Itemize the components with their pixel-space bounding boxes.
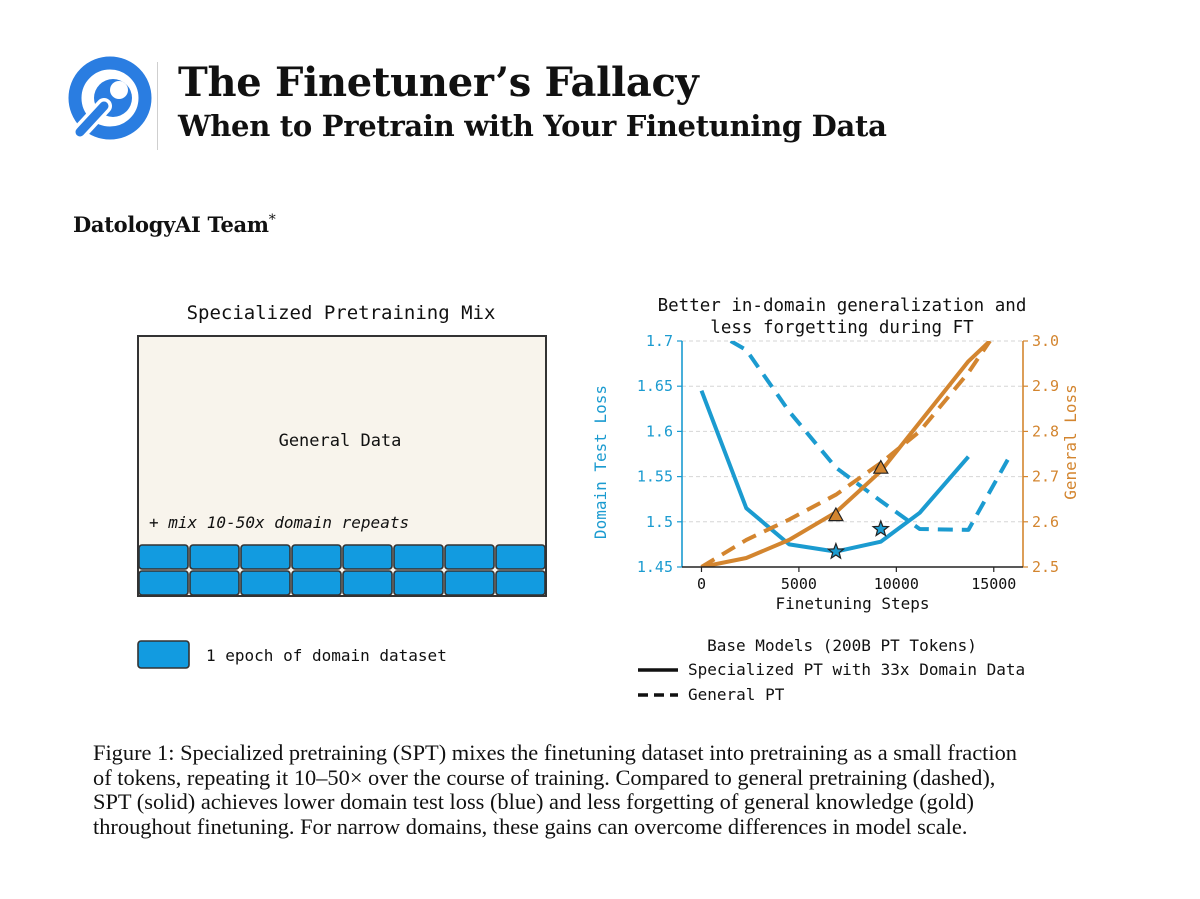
series-line-3 — [701, 341, 992, 567]
loss-chart: 0 5000 10000 15000 1.45 1.5 1.55 1.6 1.65 1.7 2.5 2… — [591, 296, 1080, 704]
chart-title-line-2: less forgetting during FT — [710, 318, 974, 338]
pretraining-mix-diagram: Specialized Pretraining Mix General Data… — [137, 302, 547, 669]
caption-line-1: Figure 1: Specialized pretraining (SPT) … — [93, 740, 1017, 765]
x-tick-label: 10000 — [874, 575, 919, 593]
domain-block — [189, 544, 240, 570]
domain-block — [240, 570, 291, 596]
legend-swatch — [137, 640, 190, 669]
x-tick-label: 15000 — [971, 575, 1016, 593]
domain-block — [393, 544, 444, 570]
legend-title: Base Models (200B PT Tokens) — [707, 636, 977, 655]
legend-label: 1 epoch of domain dataset — [206, 646, 447, 665]
domain-block — [138, 570, 189, 596]
header-divider — [157, 62, 158, 150]
x-tick-label: 5000 — [781, 575, 817, 593]
x-tick-label: 0 — [697, 575, 706, 593]
y-right-tick-label: 2.5 — [1032, 558, 1059, 576]
triangle-marker — [872, 459, 889, 474]
y-left-tick-label: 1.55 — [637, 468, 673, 486]
domain-block — [342, 544, 393, 570]
caption-line-3: SPT (solid) achieves lower domain test l… — [93, 789, 974, 814]
domain-block — [291, 544, 342, 570]
y-right-tick-label: 2.9 — [1032, 377, 1059, 395]
y-left-tick-label: 1.6 — [646, 422, 673, 440]
domain-blocks — [138, 544, 546, 596]
domain-block — [342, 570, 393, 596]
author-footnote-mark: * — [268, 212, 276, 228]
author-name: DatologyAI Team — [73, 212, 269, 237]
x-axis-label: Finetuning Steps — [775, 594, 929, 613]
mix-repeats-note: + mix 10-50x domain repeats — [149, 513, 409, 532]
series-line-4 — [700, 341, 992, 567]
domain-block — [189, 570, 240, 596]
domain-block — [495, 570, 546, 596]
paper-title: The Finetuner’s Fallacy — [178, 59, 699, 106]
domain-block — [138, 544, 189, 570]
mix-diagram-title: Specialized Pretraining Mix — [187, 302, 496, 324]
y-left-tick-label: 1.45 — [637, 558, 673, 576]
y-right-tick-label: 3.0 — [1032, 332, 1059, 350]
y-right-tick-label: 2.6 — [1032, 513, 1059, 531]
triangle-marker — [827, 506, 844, 522]
paper-subtitle: When to Pretrain with Your Finetuning Da… — [178, 109, 887, 143]
y-left-tick-label: 1.65 — [637, 377, 673, 395]
y-right-tick-label: 2.7 — [1032, 468, 1059, 486]
domain-block — [444, 570, 495, 596]
domain-block — [444, 544, 495, 570]
legend-entry-label: General PT — [688, 685, 785, 704]
caption-line-4: throughout finetuning. For narrow domain… — [93, 813, 968, 839]
legend-entry-label: Specialized PT with 33x Domain Data — [688, 660, 1025, 679]
general-data-label: General Data — [279, 431, 402, 451]
wrench-magnifier-icon — [68, 56, 152, 140]
series-line-2 — [729, 341, 1012, 532]
star-marker — [826, 541, 846, 560]
y-right-axis-label: General Loss — [1061, 384, 1080, 500]
caption-line-2: of tokens, repeating it 10–50× over the … — [93, 764, 996, 790]
chart-title-line-1: Better in-domain generalization and — [658, 296, 1027, 316]
domain-block — [495, 544, 546, 570]
domain-block — [291, 570, 342, 596]
domain-block — [240, 544, 291, 570]
figure-caption: Figure 1: Specialized pretraining (SPT) … — [93, 740, 1133, 839]
star-marker — [871, 519, 891, 537]
domain-block — [393, 570, 444, 596]
y-left-tick-label: 1.7 — [646, 332, 673, 350]
y-right-tick-label: 2.8 — [1032, 422, 1059, 440]
author-line: DatologyAI Team* — [73, 205, 276, 240]
y-left-axis-label: Domain Test Loss — [591, 385, 610, 539]
y-left-tick-label: 1.5 — [646, 513, 673, 531]
